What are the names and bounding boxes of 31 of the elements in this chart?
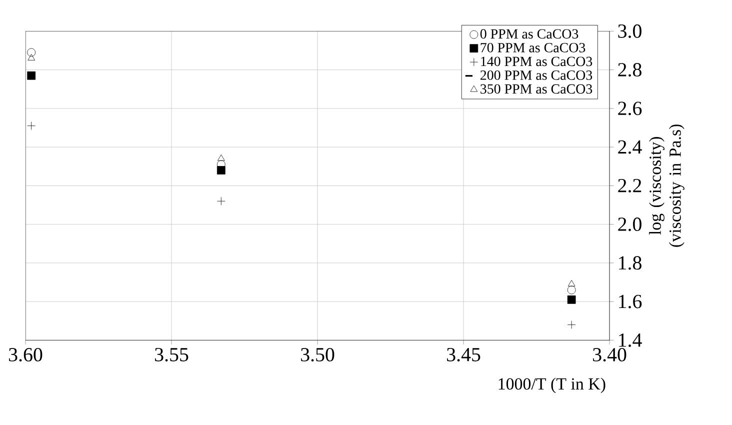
legend-label: 70 PPM as CaCO3 bbox=[480, 42, 586, 52]
point bbox=[216, 196, 226, 206]
x-tick-label: 3.45 bbox=[447, 348, 480, 362]
y-tick-label: 1.8 bbox=[619, 256, 642, 270]
y-tick-label: 3.0 bbox=[618, 24, 642, 38]
y-tick-label: 2.2 bbox=[618, 178, 642, 192]
y-axis-title: log (viscosity) (viscosity in Pa.s) bbox=[649, 124, 684, 247]
y-tick-label: 1.4 bbox=[619, 333, 642, 347]
y-tick-label: 2.0 bbox=[618, 217, 642, 231]
x-tick-label: 3.40 bbox=[593, 348, 626, 362]
point bbox=[218, 154, 225, 161]
point bbox=[567, 295, 576, 304]
point bbox=[27, 48, 36, 56]
legend-label: 140 PPM as CaCO3 bbox=[481, 56, 592, 66]
point bbox=[568, 280, 576, 286]
point bbox=[216, 166, 226, 174]
point bbox=[28, 54, 36, 60]
legend-label: 200 PPM as CaCO3 bbox=[480, 70, 592, 80]
x-tick-label: 3.55 bbox=[155, 348, 188, 362]
point bbox=[27, 122, 36, 130]
point bbox=[567, 286, 576, 294]
legend-label: 350 PPM as CaCO3 bbox=[480, 84, 592, 94]
x-axis-title: 1000/T (T in K) bbox=[498, 378, 606, 393]
x-tick-label: 3.60 bbox=[9, 348, 42, 362]
y-tick-label: 1.6 bbox=[619, 294, 642, 308]
x-tick-label: 3.50 bbox=[301, 348, 334, 362]
y-tick-label: 2.6 bbox=[618, 102, 642, 116]
y-tick-label: 2.8 bbox=[618, 62, 642, 76]
legend-label: 0 PPM as CaCO3 bbox=[480, 29, 578, 38]
point bbox=[27, 71, 36, 80]
y-tick-label: 2.4 bbox=[618, 140, 642, 154]
